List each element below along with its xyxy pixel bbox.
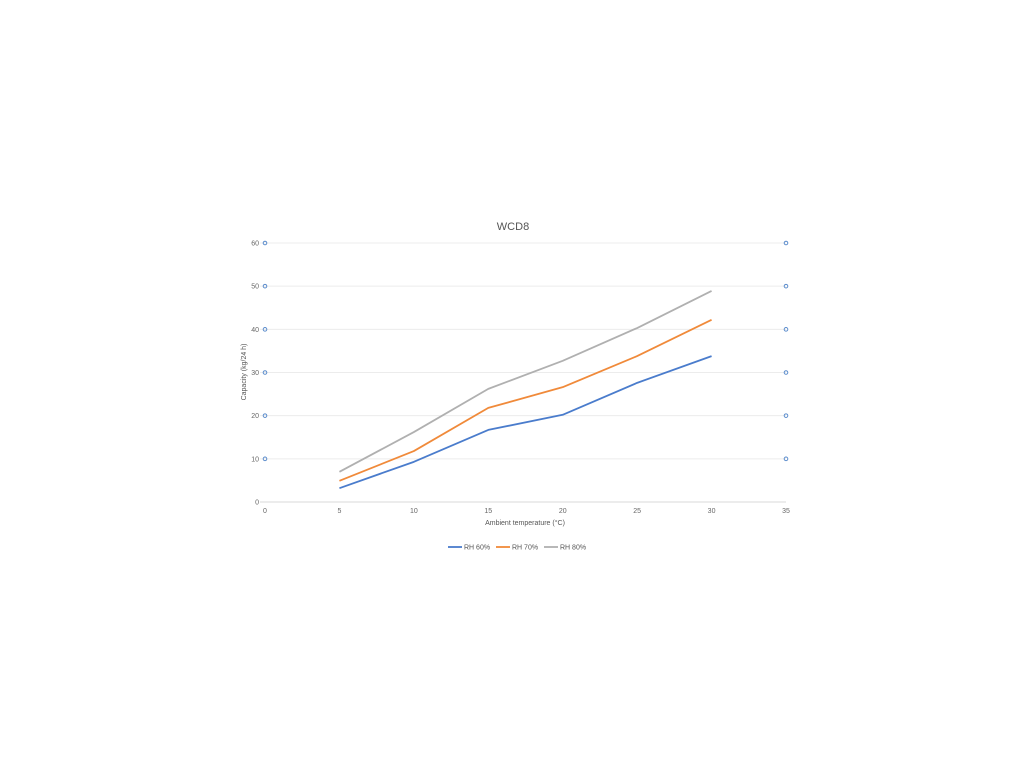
marker-point (783, 283, 789, 289)
x-tick-label: 15 (484, 508, 492, 515)
series-line (339, 355, 712, 490)
x-tick-label: 0 (263, 508, 267, 515)
marker-point (262, 327, 268, 332)
x-tick-label: 35 (782, 508, 790, 515)
marker-point (783, 413, 789, 418)
chart-title: WCD8 (497, 221, 529, 233)
marker-point (262, 413, 268, 418)
legend-label: RH 80% (560, 545, 586, 552)
legend-label: RH 70% (512, 545, 538, 552)
y-tick-label: 50 (251, 284, 259, 291)
y-axis-label: Capacity (kg/24 h) (241, 344, 248, 401)
marker-point (262, 456, 268, 462)
marker-point (262, 240, 268, 246)
x-tick-label: 5 (337, 508, 341, 515)
x-tick-label: 30 (708, 508, 716, 515)
legend-label: RH 60% (464, 545, 490, 552)
series-line (339, 319, 712, 482)
marker-point (783, 370, 789, 375)
y-tick-label: 30 (251, 370, 259, 377)
marker-point (262, 283, 268, 289)
x-tick-label: 25 (633, 508, 641, 515)
y-tick-label: 60 (251, 241, 259, 248)
marker-point (262, 370, 268, 375)
y-tick-label: 40 (251, 327, 259, 334)
y-tick-label: 20 (251, 413, 259, 420)
x-tick-label: 20 (559, 508, 567, 515)
y-tick-label: 0 (255, 500, 259, 507)
series-line (339, 290, 712, 473)
marker-point (783, 327, 789, 332)
y-tick-label: 10 (251, 456, 259, 463)
x-axis-label: Ambient temperature (°C) (485, 519, 565, 527)
x-tick-label: 10 (410, 508, 418, 515)
marker-point (783, 456, 789, 462)
marker-point (783, 240, 789, 246)
